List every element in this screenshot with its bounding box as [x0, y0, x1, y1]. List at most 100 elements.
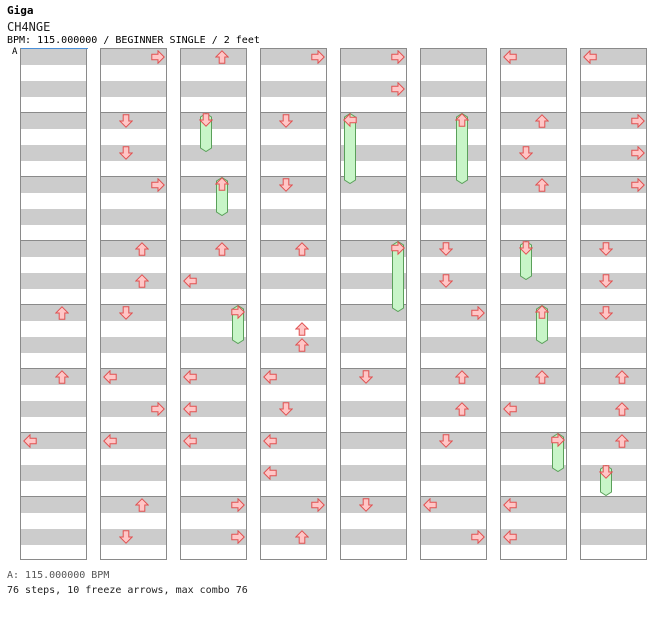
step-arrow-down [438, 241, 454, 256]
measure-line [341, 112, 406, 113]
measure-line [101, 496, 166, 497]
measure-line [341, 304, 406, 305]
step-arrow-down [598, 305, 614, 320]
step-arrow-up [454, 369, 470, 384]
step-arrow-down [278, 113, 294, 128]
freeze-arrow-left [343, 112, 357, 185]
step-arrow-up [54, 305, 70, 320]
step-arrow-right [471, 529, 485, 545]
measure-line [101, 240, 166, 241]
step-arrow-up [534, 113, 550, 128]
step-arrow-right [151, 177, 165, 193]
step-arrow-up [614, 401, 630, 416]
step-arrow-down [358, 497, 374, 512]
step-arrow-up [134, 497, 150, 512]
bpm-legend: A: 115.000000 BPM [7, 570, 110, 581]
step-arrow-left [183, 401, 197, 417]
measure-line [181, 496, 246, 497]
chart-info: BPM: 115.000000 / BEGINNER SINGLE / 2 fe… [7, 35, 260, 46]
measure-line [501, 368, 566, 369]
step-arrow-left [583, 49, 597, 65]
measure-line [181, 368, 246, 369]
step-arrow-left [503, 529, 517, 545]
bpm-marker-line [21, 48, 88, 49]
step-arrow-left [263, 465, 277, 481]
step-arrow-left [263, 369, 277, 385]
measure-line [501, 496, 566, 497]
measure-line [181, 176, 246, 177]
freeze-arrow-up [454, 112, 470, 185]
step-arrow-left [183, 369, 197, 385]
measure-line [21, 112, 86, 113]
step-arrow-right [231, 497, 245, 513]
freeze-arrow-right [391, 240, 405, 313]
step-arrow-right [151, 49, 165, 65]
freeze-arrow-down [518, 240, 534, 281]
freeze-arrow-right [231, 304, 245, 345]
step-stats: 76 steps, 10 freeze arrows, max combo 76 [7, 585, 248, 596]
measure-line [181, 240, 246, 241]
measure-line [261, 368, 326, 369]
step-arrow-left [183, 433, 197, 449]
step-arrow-down [438, 273, 454, 288]
measure-line [581, 112, 646, 113]
step-arrow-right [631, 145, 645, 161]
step-arrow-up [134, 241, 150, 256]
step-arrow-up [54, 369, 70, 384]
step-arrow-left [183, 273, 197, 289]
measure-line [581, 176, 646, 177]
chart-column [100, 48, 167, 560]
step-arrow-up [294, 321, 310, 336]
measure-line [21, 240, 86, 241]
measure-line [261, 112, 326, 113]
measure-line [101, 112, 166, 113]
freeze-arrow-down [598, 464, 614, 497]
step-arrow-up [294, 337, 310, 352]
step-arrow-right [311, 497, 325, 513]
step-arrow-down [278, 177, 294, 192]
step-arrow-down [518, 145, 534, 160]
step-arrow-right [231, 529, 245, 545]
freeze-arrow-right [551, 432, 565, 473]
step-arrow-left [503, 401, 517, 417]
measure-line [21, 176, 86, 177]
step-arrow-down [598, 273, 614, 288]
measure-line [101, 432, 166, 433]
step-arrow-up [134, 273, 150, 288]
measure-line [501, 432, 566, 433]
step-arrow-up [614, 369, 630, 384]
step-arrow-up [534, 369, 550, 384]
freeze-arrow-up [534, 304, 550, 345]
measure-line [581, 368, 646, 369]
step-arrow-left [103, 433, 117, 449]
measure-line [181, 112, 246, 113]
measure-line [341, 496, 406, 497]
freeze-arrow-up [214, 176, 230, 217]
step-arrow-left [23, 433, 37, 449]
step-arrow-right [391, 49, 405, 65]
measure-line [581, 240, 646, 241]
measure-line [581, 304, 646, 305]
measure-line [421, 368, 486, 369]
measure-line [101, 176, 166, 177]
measure-line [421, 112, 486, 113]
measure-line [581, 432, 646, 433]
step-arrow-up [214, 241, 230, 256]
step-arrow-up [294, 241, 310, 256]
measure-line [421, 304, 486, 305]
step-arrow-left [103, 369, 117, 385]
measure-line [421, 496, 486, 497]
measure-line [421, 432, 486, 433]
step-arrow-down [278, 401, 294, 416]
measure-line [261, 496, 326, 497]
measure-line [181, 432, 246, 433]
measure-line [501, 240, 566, 241]
step-arrow-down [358, 369, 374, 384]
measure-line [341, 240, 406, 241]
step-arrow-right [151, 401, 165, 417]
step-arrow-down [118, 529, 134, 544]
step-arrow-right [631, 177, 645, 193]
song-artist: CH4NGE [7, 20, 51, 34]
chart-column [180, 48, 247, 560]
